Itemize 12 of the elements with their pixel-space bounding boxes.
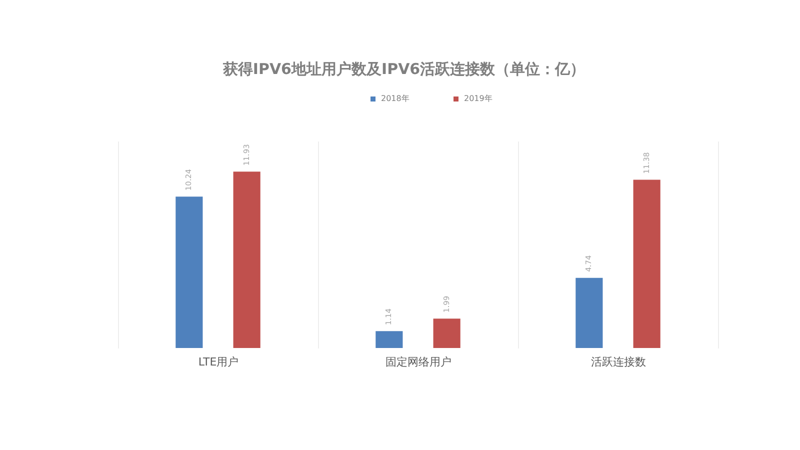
legend-label: 2018年 [381,94,410,103]
bar [233,172,260,348]
x-tick-label: 活跃连接数 [591,356,646,368]
bar [633,180,660,348]
bar [576,278,603,348]
legend-label: 2019年 [464,94,492,103]
bar [433,318,460,348]
x-tick-label: 固定网络用户 [386,356,452,368]
bar [376,331,403,348]
x-tick-label: LTE用户 [198,356,239,368]
chart-title: 获得IPV6地址用户数及IPV6活跃连接数（单位：亿） [222,60,586,78]
bar [176,196,203,348]
